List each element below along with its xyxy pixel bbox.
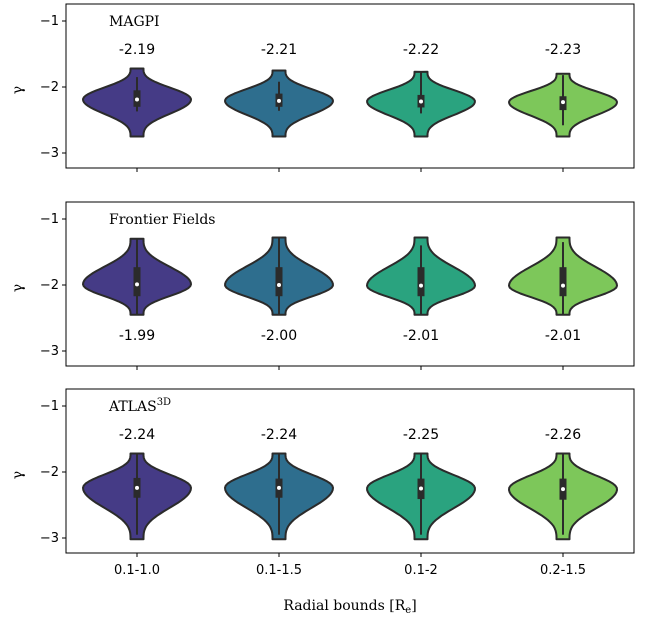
violin-median-dot	[135, 282, 139, 287]
violin-median-dot	[277, 485, 281, 490]
y-tick-label: −2	[40, 80, 59, 95]
y-tick-label: −3	[40, 146, 59, 161]
x-axis-label-subscript: e	[405, 605, 411, 616]
violin-median-dot	[277, 98, 281, 103]
median-label: -2.00	[261, 328, 297, 344]
violin-median-dot	[135, 97, 139, 102]
median-label: -2.24	[119, 427, 155, 443]
violin-iqr-box	[417, 267, 425, 297]
median-label: -2.23	[545, 42, 581, 58]
violin-iqr-box	[275, 267, 283, 297]
panel-2: −1 −2 −3 γ Frontier Fields -1.99 -2.00 -2.01 -2.…	[10, 201, 635, 370]
violin-median-dot	[561, 487, 565, 492]
x-axis-label-end: ]	[411, 598, 416, 614]
x-tick-label: 0.2-1.5	[540, 563, 586, 578]
panel-title: MAGPI	[109, 14, 160, 30]
panel-title-superscript: 3D	[157, 397, 171, 408]
y-tick-label: −3	[40, 344, 59, 359]
median-label: -2.26	[545, 427, 581, 443]
median-label: -2.22	[403, 42, 439, 58]
panel-frame	[65, 388, 635, 554]
y-tick-label: −3	[40, 531, 59, 546]
violin-median-dot	[419, 283, 423, 288]
y-axis-label: γ	[10, 86, 26, 94]
median-label: -2.21	[261, 42, 297, 58]
violin-median-dot	[561, 283, 565, 288]
violin-median-dot	[135, 485, 139, 490]
y-tick-label: −1	[40, 14, 59, 29]
panel-1: −1 −2 −3 γ MAGPI -2.19 -2.21 -2.22 -2.23	[10, 3, 635, 172]
y-tick-label: −1	[40, 212, 59, 227]
x-tick-label: 0.1-1.5	[256, 563, 302, 578]
violin-iqr-box	[559, 267, 567, 297]
violin-median-dot	[561, 100, 565, 105]
x-tick-label: 0.1-2	[404, 563, 438, 578]
x-tick-label: 0.1-1.0	[114, 563, 160, 578]
median-label: -2.01	[545, 328, 581, 344]
violin-median-dot	[419, 99, 423, 104]
y-axis-label: γ	[10, 284, 26, 292]
violin-median-dot	[277, 283, 281, 287]
violin-iqr-box	[133, 267, 141, 297]
y-tick-label: −2	[40, 465, 59, 480]
median-label: -2.01	[403, 328, 439, 344]
x-axis-label-text: Radial bounds [R	[283, 598, 405, 614]
y-tick-label: −2	[40, 278, 59, 293]
y-tick-label: −1	[40, 399, 59, 414]
median-label: -1.99	[119, 328, 155, 344]
median-label: -2.25	[403, 427, 439, 443]
violin-median-dot	[419, 486, 423, 491]
panel-title: ATLAS3D	[108, 397, 171, 415]
median-label: -2.24	[261, 427, 297, 443]
panel-frame	[65, 201, 635, 367]
panel-frame	[65, 3, 635, 169]
panels: −1 −2 −3 γ MAGPI -2.19 -2.21 -2.22 -2.23 −1 −2 −3 γ F…	[10, 3, 635, 578]
x-axis-label: Radial bounds [Re]	[283, 598, 416, 616]
y-axis-label: γ	[10, 471, 26, 479]
median-label: -2.19	[119, 42, 155, 58]
panel-3: −1 −2 −3 γ ATLAS3D -2.24 0.1-1.0 -2.24 0.1-1.5 -2…	[10, 388, 635, 578]
panel-title: Frontier Fields	[109, 212, 215, 228]
